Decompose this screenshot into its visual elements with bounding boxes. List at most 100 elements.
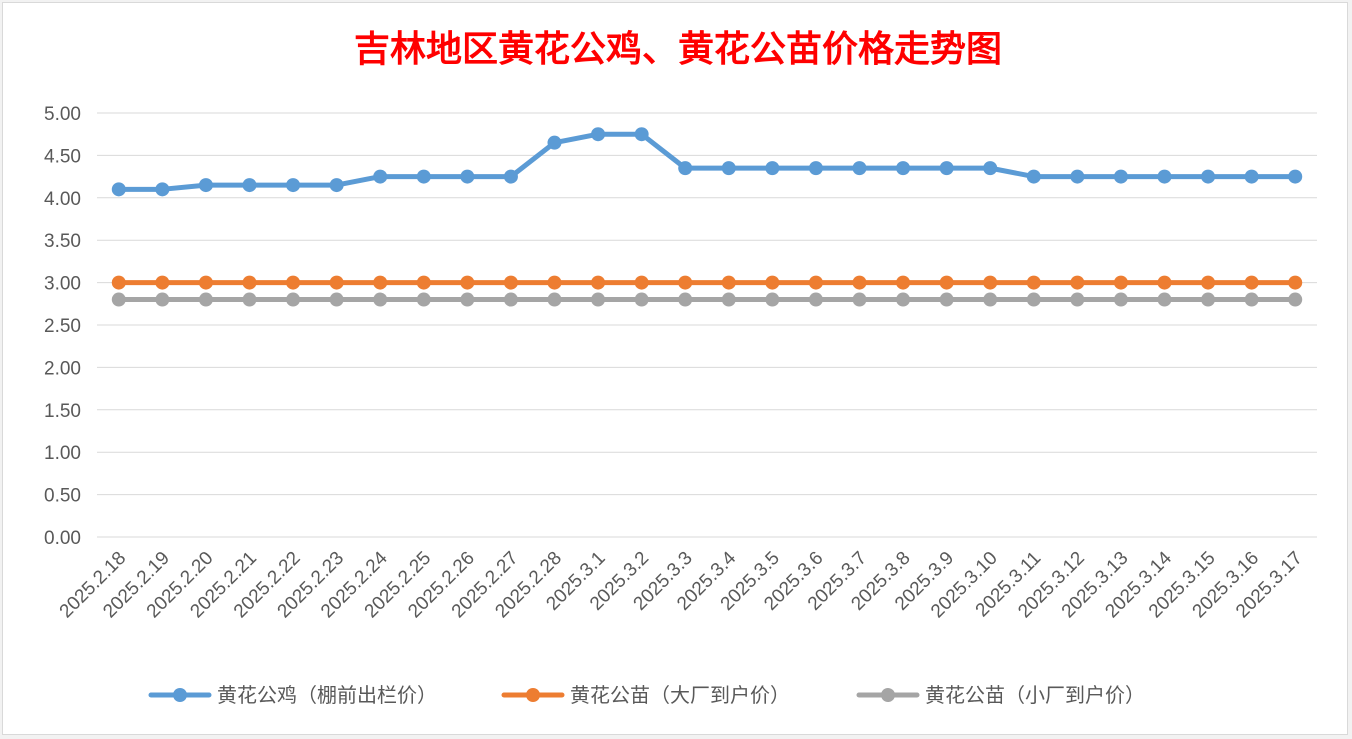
data-point (286, 275, 301, 290)
y-tick-label: 2.50 (44, 316, 81, 337)
series-2 (111, 292, 1303, 307)
y-tick-label: 4.50 (44, 146, 81, 167)
y-tick-label: 2.00 (44, 358, 81, 379)
data-point (286, 178, 301, 193)
series-0 (111, 127, 1303, 197)
data-point (1113, 292, 1128, 307)
data-point (1244, 169, 1259, 184)
y-tick-label: 4.00 (44, 189, 81, 210)
legend-swatch-marker (173, 688, 187, 702)
data-point (1201, 275, 1216, 290)
data-point (460, 169, 475, 184)
data-point (765, 161, 780, 176)
data-point (1157, 275, 1172, 290)
data-point (852, 275, 867, 290)
data-point (547, 275, 562, 290)
legend: 黄花公鸡（棚前出栏价） 黄花公苗（大厂到户价） 黄花公苗（小厂到户价） (148, 683, 1145, 707)
line-chart: 吉林地区黄花公鸡、黄花公苗价格走势图 0.00 0.50 1.00 1.50 2.00 2… (44, 28, 1317, 707)
data-point (634, 127, 649, 142)
data-point (503, 169, 518, 184)
legend-item-0: 黄花公鸡（棚前出栏价） (148, 683, 437, 707)
y-tick-label: 1.50 (44, 401, 81, 422)
data-point (721, 161, 736, 176)
data-point (111, 292, 126, 307)
data-point (852, 292, 867, 307)
data-point (198, 292, 213, 307)
data-point (939, 292, 954, 307)
y-axis-ticks: 0.00 0.50 1.00 1.50 2.00 2.50 3.00 3.50 4.00 4.50… (44, 104, 81, 549)
data-point (678, 292, 693, 307)
data-point (678, 275, 693, 290)
data-point (1026, 292, 1041, 307)
legend-item-1: 黄花公苗（大厂到户价） (501, 683, 790, 707)
data-point (242, 275, 257, 290)
series-1 (111, 275, 1303, 290)
data-point (1070, 275, 1085, 290)
data-point (1288, 275, 1303, 290)
data-point (591, 275, 606, 290)
data-point (460, 275, 475, 290)
data-point (808, 292, 823, 307)
data-point (460, 292, 475, 307)
y-tick-label: 3.50 (44, 231, 81, 252)
data-point (416, 292, 431, 307)
data-point (721, 292, 736, 307)
legend-label: 黄花公苗（大厂到户价） (570, 683, 790, 707)
data-point (329, 178, 344, 193)
data-point (939, 161, 954, 176)
data-point (416, 275, 431, 290)
x-axis-ticks: 2025.2.182025.2.192025.2.202025.2.212025… (56, 547, 1307, 622)
data-point (896, 161, 911, 176)
data-point (1070, 169, 1085, 184)
data-point (983, 292, 998, 307)
data-point (547, 135, 562, 150)
data-point (198, 275, 213, 290)
data-point (416, 169, 431, 184)
data-point (983, 161, 998, 176)
data-point (808, 161, 823, 176)
data-point (721, 275, 736, 290)
data-point (503, 275, 518, 290)
data-point (242, 292, 257, 307)
series-layer (111, 127, 1303, 307)
data-point (634, 275, 649, 290)
data-point (678, 161, 693, 176)
data-point (198, 178, 213, 193)
data-point (634, 292, 649, 307)
legend-item-2: 黄花公苗（小厂到户价） (856, 683, 1145, 707)
data-point (1026, 169, 1041, 184)
y-tick-label: 0.00 (44, 528, 81, 549)
data-point (155, 275, 170, 290)
data-point (983, 275, 998, 290)
data-point (1113, 169, 1128, 184)
data-point (591, 292, 606, 307)
data-point (852, 161, 867, 176)
y-tick-label: 3.00 (44, 274, 81, 295)
data-point (329, 292, 344, 307)
data-point (503, 292, 518, 307)
data-point (329, 275, 344, 290)
y-tick-label: 0.50 (44, 486, 81, 507)
data-point (765, 292, 780, 307)
data-point (896, 292, 911, 307)
data-point (1288, 169, 1303, 184)
data-point (1026, 275, 1041, 290)
data-point (765, 275, 780, 290)
data-point (1288, 292, 1303, 307)
chart-title: 吉林地区黄花公鸡、黄花公苗价格走势图 (354, 28, 1002, 70)
data-point (1244, 292, 1259, 307)
data-point (373, 275, 388, 290)
data-point (1244, 275, 1259, 290)
data-point (242, 178, 257, 193)
legend-swatch-marker (881, 688, 895, 702)
legend-label: 黄花公鸡（棚前出栏价） (217, 683, 437, 707)
y-tick-label: 1.00 (44, 443, 81, 464)
y-tick-label: 5.00 (44, 104, 81, 125)
data-point (939, 275, 954, 290)
data-point (591, 127, 606, 142)
data-point (808, 275, 823, 290)
data-point (1201, 169, 1216, 184)
data-point (1157, 169, 1172, 184)
data-point (1070, 292, 1085, 307)
